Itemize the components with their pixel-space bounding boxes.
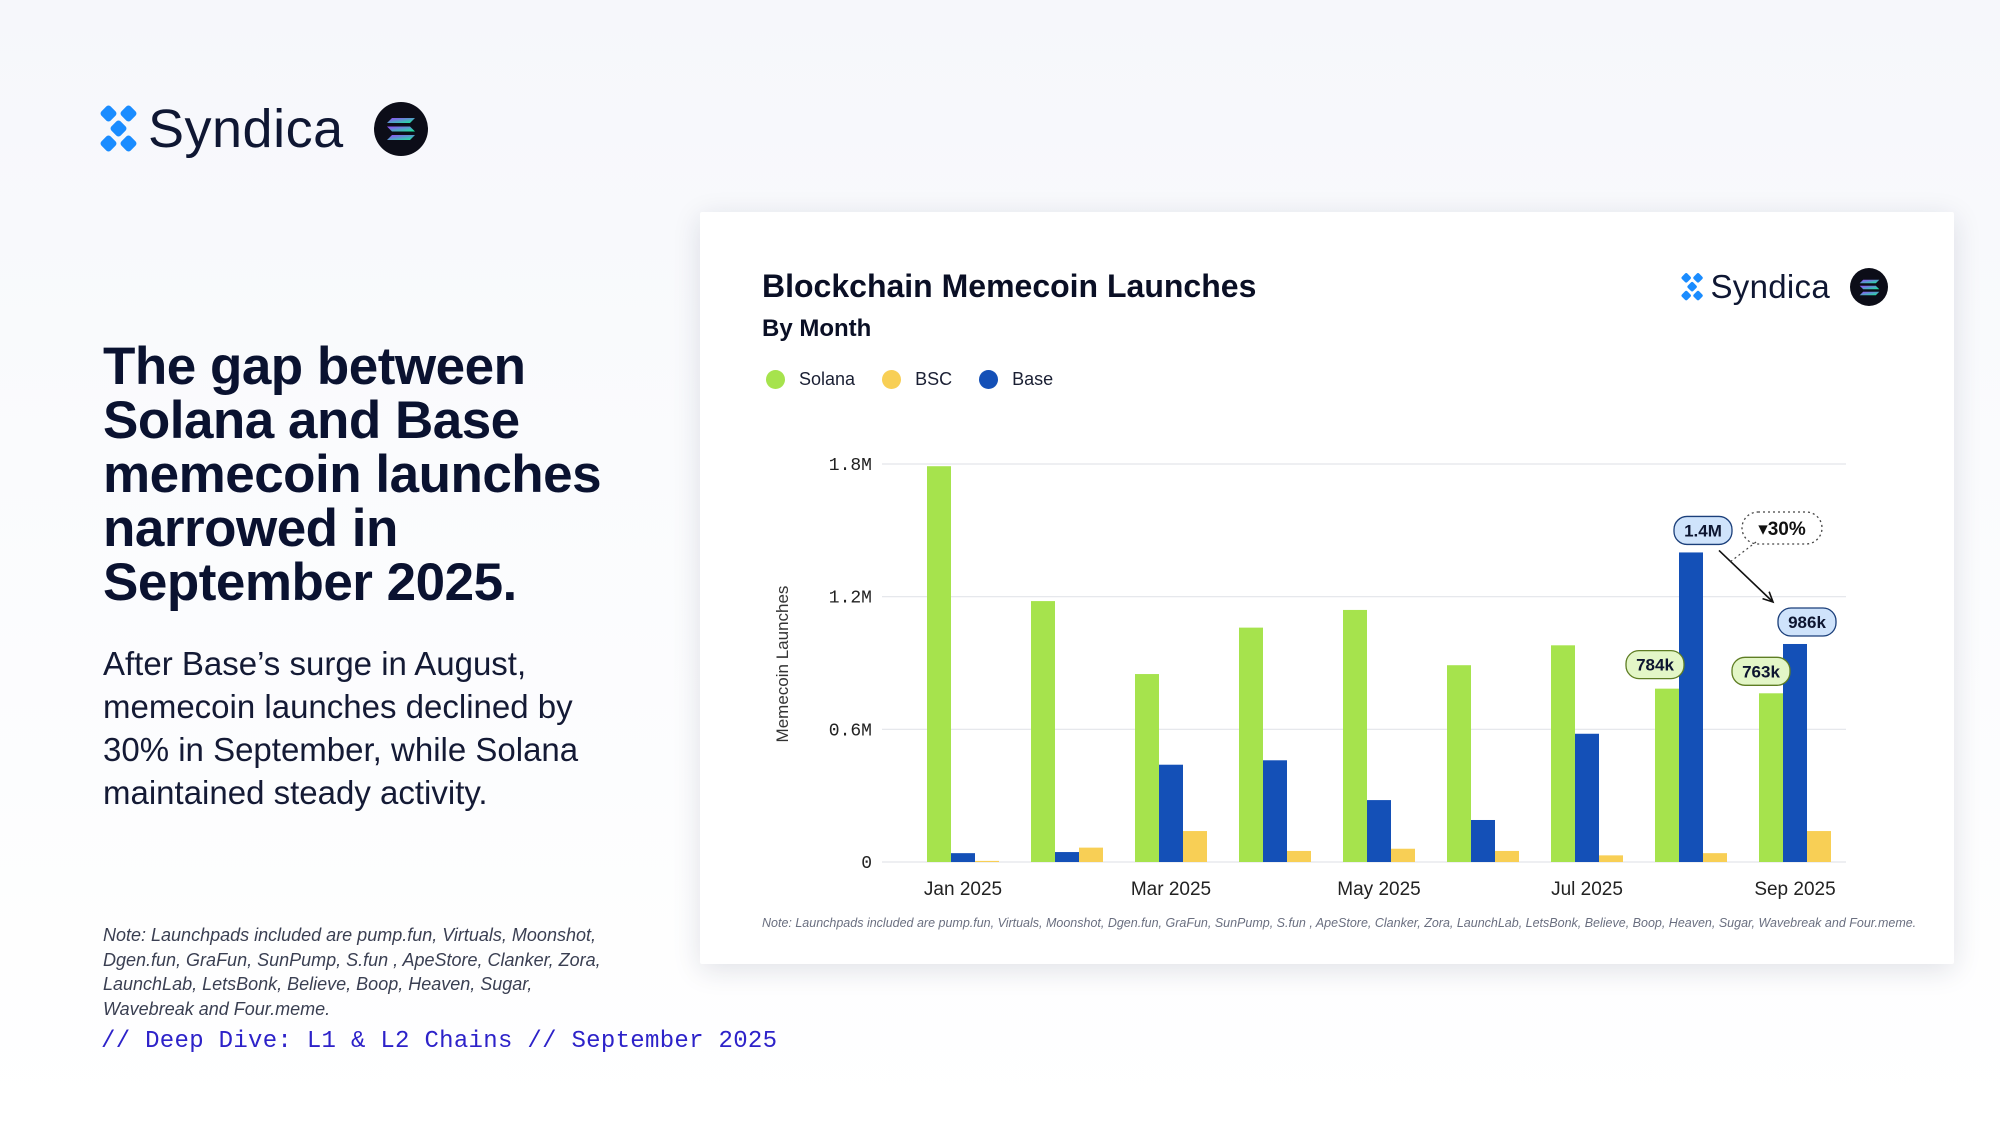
data-label-pill: [1777, 607, 1837, 637]
bar-bsc-apr-2025: [1287, 850, 1311, 862]
bar-base-feb-2025: [1055, 852, 1079, 862]
change-arrow: [1718, 549, 1774, 603]
brand-logo: Syndica: [98, 98, 428, 160]
chart-brand-name: Syndica: [1710, 268, 1830, 305]
x-tick-label: Sep 2025: [1754, 879, 1835, 900]
bar-base-jul-2025: [1575, 733, 1599, 862]
legend-swatch-base: [979, 370, 999, 389]
chart-footnote: Note: Launchpads included are pump.fun, …: [762, 916, 1917, 930]
change-bubble-tail: [1729, 541, 1757, 563]
legend-item-base: Base: [979, 369, 1053, 390]
headline: The gap between Solana and Base memecoin…: [103, 337, 602, 612]
legend-label-bsc: BSC: [915, 369, 953, 389]
syndica-logo-icon: [100, 105, 137, 152]
bar-solana-jun-2025: [1447, 665, 1471, 862]
change-label: ▾30%: [1758, 519, 1806, 540]
x-tick-label: Jan 2025: [924, 879, 1002, 900]
data-label: 763k: [1742, 662, 1780, 681]
bar-chart-plot: 0 0.6M 1.2M 1.8M Memecoin Launches Jan 2025 Ma…: [773, 456, 1846, 900]
chart-title: Blockchain Memecoin Launches: [762, 268, 1257, 304]
solana-logo-icon: [373, 102, 428, 156]
footer-series-label: // Deep Dive: L1 & L2 Chains // Septembe…: [101, 1028, 778, 1055]
syndica-logo-icon: [1681, 273, 1704, 301]
solana-logo-icon: [1850, 268, 1888, 306]
bar-bsc-feb-2025: [1079, 847, 1103, 862]
y-tick-label: 0: [861, 854, 872, 874]
bar-bsc-sep-2025: [1807, 831, 1831, 862]
x-tick-label: Jul 2025: [1551, 879, 1623, 900]
bar-solana-apr-2025: [1239, 627, 1263, 862]
legend-item-solana: Solana: [766, 369, 855, 390]
bar-bsc-jun-2025: [1495, 850, 1519, 862]
launchpad-note: Note: Launchpads included are pump.fun, …: [103, 925, 601, 1019]
bar-solana-may-2025: [1343, 609, 1367, 862]
bar-base-jan-2025: [951, 853, 975, 862]
data-label: 784k: [1636, 656, 1674, 675]
chart-subtitle: By Month: [762, 315, 872, 342]
y-tick-label: 1.2M: [829, 589, 872, 609]
x-tick-label: Mar 2025: [1131, 879, 1211, 900]
bar-base-jun-2025: [1471, 819, 1495, 862]
bar-base-may-2025: [1367, 800, 1391, 862]
legend-label-solana: Solana: [799, 369, 856, 389]
bar-bsc-may-2025: [1391, 848, 1415, 862]
change-bubble: [1741, 511, 1823, 545]
bar-base-aug-2025: [1679, 552, 1703, 862]
data-label-pill: [1731, 656, 1791, 686]
bar-solana-jul-2025: [1551, 645, 1575, 862]
chart-card: Blockchain Memecoin Launches By Month Sy…: [700, 212, 1954, 964]
x-tick-label: May 2025: [1337, 879, 1420, 900]
bar-bsc-aug-2025: [1703, 853, 1727, 862]
bar-solana-aug-2025: [1655, 688, 1679, 862]
bar-solana-feb-2025: [1031, 601, 1055, 862]
chart-brand-logo: Syndica: [1680, 268, 1888, 306]
bar-solana-jan-2025: [927, 466, 951, 862]
subtext: After Base’s surge in August, memecoin l…: [103, 645, 579, 811]
legend-label-base: Base: [1012, 369, 1054, 389]
data-label: 1.4M: [1684, 521, 1722, 540]
bar-solana-mar-2025: [1135, 674, 1159, 862]
y-tick-label: 0.6M: [829, 721, 872, 741]
brand-name: Syndica: [148, 99, 344, 159]
bar-base-mar-2025: [1159, 764, 1183, 862]
bar-bsc-mar-2025: [1183, 831, 1207, 862]
y-axis-title: Memecoin Launches: [773, 586, 792, 743]
data-label-pill: [1625, 649, 1685, 680]
data-label-pill: [1673, 515, 1733, 546]
legend-swatch-bsc: [882, 370, 902, 389]
data-label: 986k: [1788, 613, 1826, 632]
bar-base-apr-2025: [1263, 760, 1287, 862]
legend-swatch-solana: [766, 370, 785, 389]
bar-bsc-jul-2025: [1599, 855, 1623, 862]
bar-bsc-jan-2025: [975, 860, 999, 862]
bar-solana-sep-2025: [1759, 693, 1783, 862]
change-arrow-head: [1762, 591, 1775, 604]
chart-legend: Solana BSC Base: [766, 369, 1080, 390]
legend-item-bsc: BSC: [882, 369, 952, 390]
y-tick-label: 1.8M: [829, 456, 872, 476]
